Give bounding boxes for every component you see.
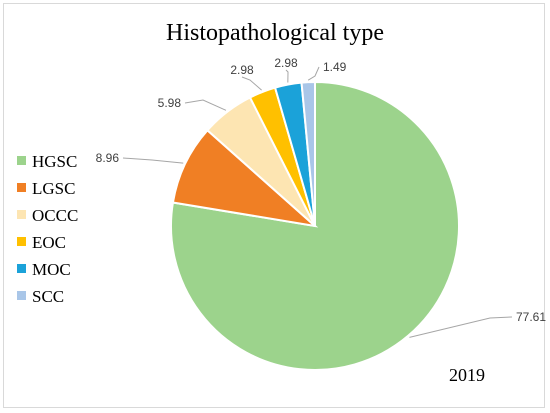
data-label-moc: 2.98	[274, 56, 298, 70]
chart-title: Histopathological type	[166, 20, 384, 46]
leader-line-moc	[285, 69, 289, 83]
leader-lines	[122, 66, 513, 338]
legend-label-occc: OCCC	[32, 206, 78, 225]
leader-line-lgsc	[122, 157, 184, 164]
data-label-lgsc: 8.96	[96, 151, 120, 165]
data-labels: 77.61 8.96 5.98 2.98 2.98 1.49	[96, 56, 547, 324]
leader-line-hgsc	[409, 316, 513, 338]
leader-line-occc	[184, 99, 227, 111]
legend: HGSC LGSC OCCC EOC MOC SCC	[17, 152, 78, 306]
leader-line-eoc	[241, 76, 262, 91]
pie-slice-scc	[300, 80, 316, 227]
legend-label-moc: MOC	[32, 260, 71, 279]
data-label-eoc: 2.98	[230, 63, 254, 77]
legend-swatch-hgsc	[17, 156, 26, 165]
legend-label-scc: SCC	[32, 287, 64, 306]
legend-swatch-occc	[17, 210, 26, 219]
legend-swatch-lgsc	[17, 183, 26, 192]
pie-slice-lgsc	[171, 128, 319, 228]
legend-label-hgsc: HGSC	[32, 152, 77, 171]
legend-label-lgsc: LGSC	[32, 179, 75, 198]
legend-swatch-eoc	[17, 237, 26, 246]
year-annotation: 2019	[449, 365, 485, 385]
legend-swatch-moc	[17, 264, 26, 273]
legend-label-eoc: EOC	[32, 233, 66, 252]
data-label-occc: 5.98	[158, 96, 182, 110]
legend-swatch-scc	[17, 291, 26, 300]
data-label-scc: 1.49	[323, 60, 347, 74]
leader-line-scc	[307, 66, 320, 81]
data-label-hgsc: 77.61	[516, 310, 546, 324]
pie-slices	[170, 80, 460, 371]
